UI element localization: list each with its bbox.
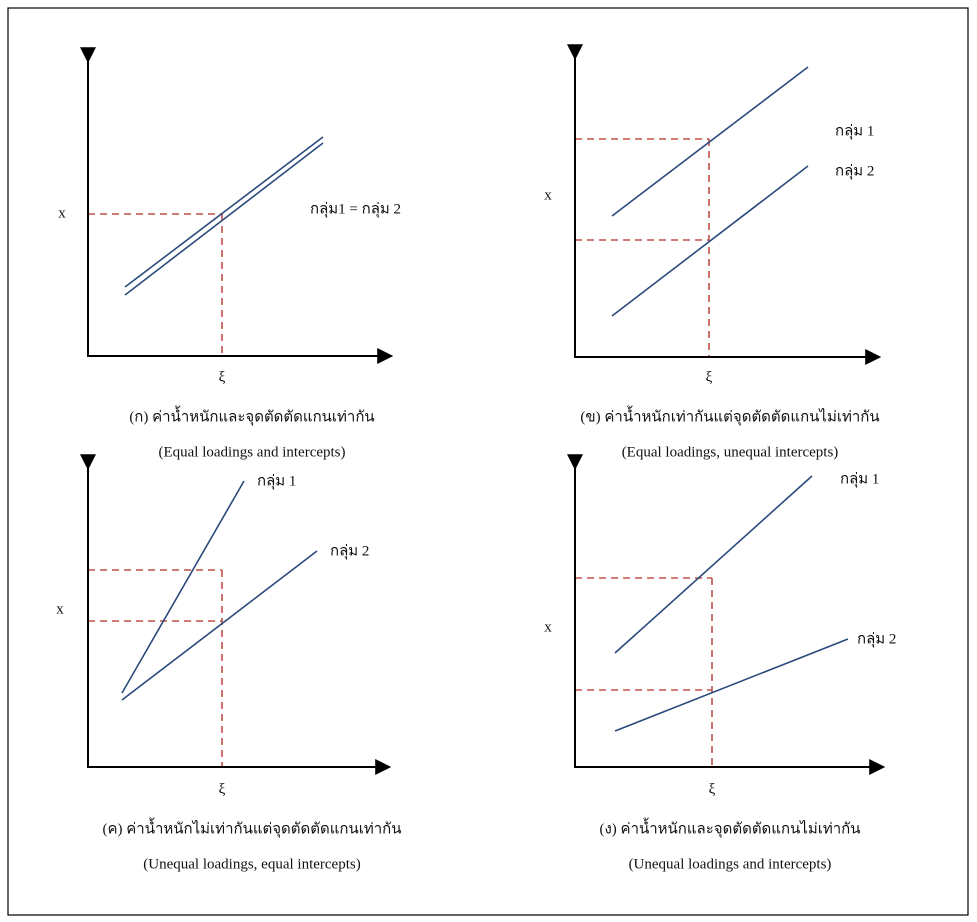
caption-th: (ข) ค่าน้ำหนักเท่ากันแต่จุดตัดตัดแกนไม่เ… xyxy=(580,405,879,426)
group-label: กลุ่ม 2 xyxy=(330,543,369,560)
group-line xyxy=(615,639,848,731)
axis-label: x xyxy=(56,601,64,617)
caption-th: (ง) ค่าน้ำหนักและจุดตัดตัดแกนไม่เท่ากัน xyxy=(599,817,860,838)
frame xyxy=(8,8,968,915)
axis-label: x xyxy=(544,187,552,203)
axes xyxy=(88,467,388,767)
xi-label: ξ xyxy=(219,781,226,797)
group-line xyxy=(612,166,808,316)
axes xyxy=(575,57,878,357)
group-label: กลุ่ม 2 xyxy=(835,163,874,180)
caption-th: (ค) ค่าน้ำหนักไม่เท่ากันแต่จุดตัดตัดแกนเ… xyxy=(102,817,401,838)
xi-label: ξ xyxy=(706,369,713,385)
xi-label: ξ xyxy=(709,781,716,797)
axis-label: x xyxy=(544,619,552,635)
diagram: x ξ กลุ่ม1 = กลุ่ม 2 (ก) ค่าน้ำหนักและจุดตั… xyxy=(0,0,977,922)
group-line xyxy=(125,143,323,295)
caption-th: (ก) ค่าน้ำหนักและจุดตัดตัดแกนเท่ากัน xyxy=(129,405,374,426)
group-label: กลุ่ม1 = กลุ่ม 2 xyxy=(310,201,401,218)
group-label: กลุ่ม 1 xyxy=(257,473,296,490)
caption-en: (Unequal loadings, equal intercepts) xyxy=(143,856,360,872)
axes xyxy=(575,467,882,767)
group-label: กลุ่ม 1 xyxy=(835,123,874,140)
group-label: กลุ่ม 1 xyxy=(840,471,879,488)
caption-en: (Equal loadings, unequal intercepts) xyxy=(622,444,839,460)
caption-en: (Equal loadings and intercepts) xyxy=(158,444,345,460)
group-line xyxy=(615,476,812,653)
group-line xyxy=(125,137,323,287)
axis-label: x xyxy=(58,205,66,221)
group-line xyxy=(122,481,244,693)
group-label: กลุ่ม 2 xyxy=(857,631,896,648)
xi-label: ξ xyxy=(219,369,226,385)
caption-en: (Unequal loadings and intercepts) xyxy=(629,856,832,872)
group-line xyxy=(122,551,317,700)
group-line xyxy=(612,67,808,216)
